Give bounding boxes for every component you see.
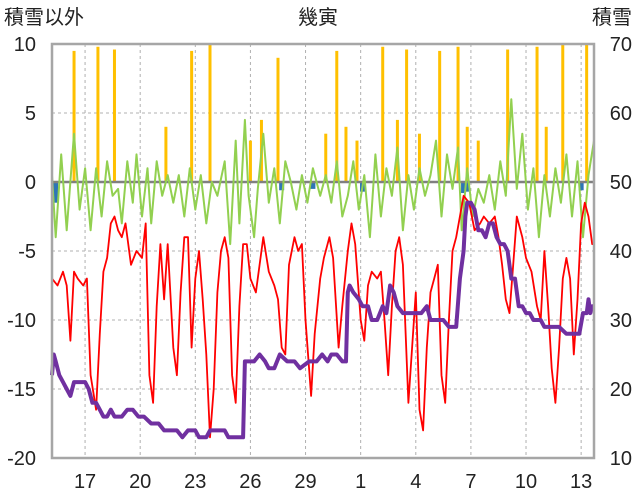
red-line: [51, 194, 594, 439]
left-axis-ticks: 10 5 0 -5 -10 -15 -20: [7, 34, 36, 470]
x-axis-ticks: 17 20 23 26 29 1 4 7 10 13: [74, 471, 592, 493]
precip-bar: [544, 126, 548, 182]
left-tick-label: 0: [25, 172, 36, 194]
right-tick-label: 10: [610, 448, 632, 470]
precip-bar: [535, 46, 539, 183]
daily_change-bar: [464, 182, 470, 192]
precip-bar: [476, 140, 480, 182]
precip-bar: [164, 126, 168, 182]
precip-bar: [465, 126, 469, 182]
left-tick-label: -15: [7, 379, 36, 401]
precip-bar: [585, 44, 589, 182]
plot-frame: [50, 42, 596, 460]
purple-line: [50, 200, 595, 440]
x-tick-label: 7: [465, 471, 476, 493]
left-tick-label: -5: [18, 241, 36, 263]
precip-bar: [96, 46, 100, 183]
precip-bar: [276, 57, 280, 182]
left-tick-label: -20: [7, 448, 36, 470]
precip-bar: [208, 44, 212, 182]
right-tick-label: 60: [610, 103, 632, 125]
precip-bar: [561, 44, 565, 182]
left-tick-label: -10: [7, 310, 36, 332]
precip-bar: [112, 49, 116, 182]
precip-bar: [248, 140, 252, 182]
precip-bar: [506, 49, 510, 182]
precip-bar: [72, 50, 76, 183]
precip-bar: [405, 49, 409, 182]
daily_change-bar: [461, 182, 467, 194]
precip-bar: [456, 46, 460, 183]
left-tick-label: 10: [14, 34, 36, 56]
precip-bar: [344, 126, 348, 182]
daily_change-bar: [53, 182, 59, 203]
precip-bar: [190, 50, 194, 183]
x-tick-label: 10: [515, 471, 537, 493]
x-tick-label: 13: [570, 471, 592, 493]
x-tick-label: 20: [129, 471, 151, 493]
left-axis-title: 積雪以外: [4, 6, 84, 29]
precip-bar: [355, 140, 359, 182]
x-tick-label: 29: [294, 471, 316, 493]
right-tick-label: 50: [610, 172, 632, 194]
right-tick-label: 70: [610, 34, 632, 56]
daily_change-bar: [578, 182, 584, 191]
right-axis-ticks: 70 60 50 40 30 20 10: [610, 34, 632, 470]
precip-bar: [335, 50, 339, 183]
precip-bar: [381, 46, 385, 183]
daily_change-bar: [279, 182, 285, 191]
chart-title: 幾寅: [298, 6, 338, 29]
line-series: [50, 98, 595, 440]
right-tick-label: 20: [610, 379, 632, 401]
precip-bar: [417, 133, 421, 182]
right-tick-label: 30: [610, 310, 632, 332]
x-tick-label: 4: [410, 471, 421, 493]
x-tick-label: 17: [74, 471, 96, 493]
x-tick-label: 1: [355, 471, 366, 493]
daily_change-bar: [310, 182, 316, 189]
precip-bar: [324, 133, 328, 182]
precip-bar: [438, 50, 442, 183]
green-line: [51, 98, 595, 246]
x-tick-label: 26: [239, 471, 261, 493]
right-tick-label: 40: [610, 241, 632, 263]
right-axis-title: 積雪: [592, 6, 632, 29]
left-tick-label: 5: [25, 103, 36, 125]
x-tick-label: 23: [184, 471, 206, 493]
